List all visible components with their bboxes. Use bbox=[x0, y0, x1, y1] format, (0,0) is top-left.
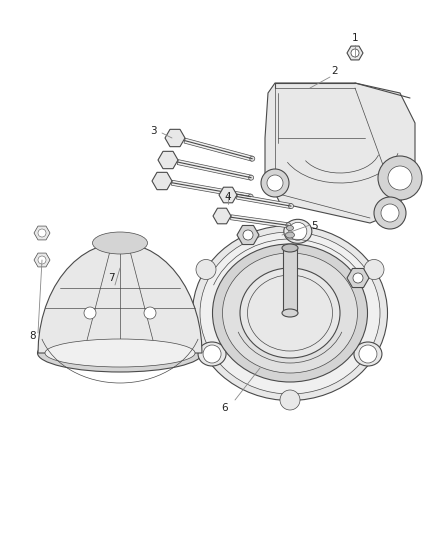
Circle shape bbox=[203, 345, 221, 363]
Ellipse shape bbox=[282, 244, 298, 252]
Polygon shape bbox=[213, 208, 231, 224]
Circle shape bbox=[286, 223, 291, 228]
Text: 2: 2 bbox=[332, 66, 338, 76]
Ellipse shape bbox=[286, 232, 294, 238]
Polygon shape bbox=[237, 194, 291, 208]
Circle shape bbox=[38, 229, 46, 237]
Ellipse shape bbox=[45, 339, 195, 367]
Ellipse shape bbox=[38, 334, 202, 372]
Text: 6: 6 bbox=[222, 403, 228, 413]
Polygon shape bbox=[152, 172, 172, 190]
Polygon shape bbox=[265, 83, 415, 223]
Ellipse shape bbox=[354, 342, 382, 366]
Ellipse shape bbox=[192, 225, 388, 400]
Circle shape bbox=[261, 169, 289, 197]
Text: 3: 3 bbox=[150, 126, 156, 136]
Circle shape bbox=[280, 390, 300, 410]
Circle shape bbox=[196, 260, 216, 279]
Ellipse shape bbox=[282, 309, 298, 317]
Circle shape bbox=[374, 197, 406, 229]
Circle shape bbox=[381, 204, 399, 222]
Circle shape bbox=[359, 345, 377, 363]
Polygon shape bbox=[158, 151, 178, 168]
Ellipse shape bbox=[223, 253, 357, 373]
Polygon shape bbox=[177, 160, 252, 180]
Polygon shape bbox=[347, 269, 369, 287]
Text: 4: 4 bbox=[225, 192, 231, 202]
Ellipse shape bbox=[212, 244, 367, 382]
Ellipse shape bbox=[200, 232, 380, 394]
Polygon shape bbox=[171, 180, 251, 199]
Polygon shape bbox=[347, 46, 363, 60]
Polygon shape bbox=[219, 187, 237, 203]
Circle shape bbox=[243, 230, 253, 240]
Polygon shape bbox=[283, 248, 297, 313]
Circle shape bbox=[289, 204, 293, 208]
Polygon shape bbox=[34, 253, 50, 267]
Circle shape bbox=[289, 222, 307, 240]
Ellipse shape bbox=[247, 275, 332, 351]
Ellipse shape bbox=[92, 232, 148, 254]
Circle shape bbox=[250, 156, 255, 161]
Circle shape bbox=[248, 194, 253, 199]
Polygon shape bbox=[165, 130, 185, 147]
Text: 5: 5 bbox=[312, 221, 318, 231]
Text: 1: 1 bbox=[352, 33, 358, 43]
Polygon shape bbox=[34, 226, 50, 240]
Circle shape bbox=[353, 273, 363, 283]
Polygon shape bbox=[38, 243, 202, 353]
Polygon shape bbox=[184, 138, 253, 161]
Ellipse shape bbox=[284, 219, 312, 243]
Circle shape bbox=[388, 166, 412, 190]
Polygon shape bbox=[230, 215, 289, 228]
Circle shape bbox=[267, 175, 283, 191]
Ellipse shape bbox=[198, 342, 226, 366]
Circle shape bbox=[144, 307, 156, 319]
Circle shape bbox=[351, 49, 359, 57]
Text: 7: 7 bbox=[108, 273, 114, 283]
Circle shape bbox=[249, 175, 254, 180]
Circle shape bbox=[38, 256, 46, 264]
Text: 8: 8 bbox=[30, 331, 36, 341]
Circle shape bbox=[364, 260, 384, 279]
Circle shape bbox=[84, 307, 96, 319]
Circle shape bbox=[378, 156, 422, 200]
Ellipse shape bbox=[240, 268, 340, 358]
Ellipse shape bbox=[286, 225, 293, 230]
Polygon shape bbox=[237, 225, 259, 245]
